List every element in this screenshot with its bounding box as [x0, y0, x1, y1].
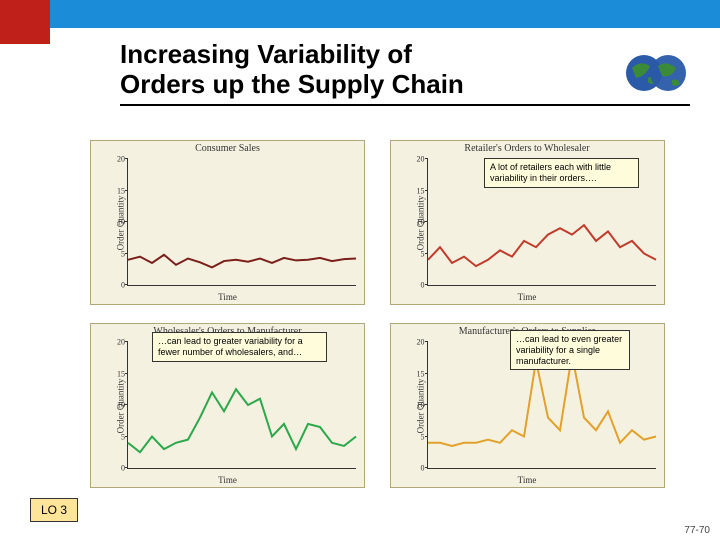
y-tick-label: 0 — [421, 464, 428, 473]
chart-title: Consumer Sales — [91, 143, 364, 154]
y-tick-label: 20 — [117, 155, 128, 164]
title-line-2: Orders up the Supply Chain — [120, 69, 464, 99]
x-axis-label: Time — [91, 475, 364, 485]
plot-area: 05101520 — [127, 159, 356, 286]
chart-consumer-sales: Consumer Sales Order Quantity Time 05101… — [90, 140, 365, 305]
y-tick-label: 0 — [421, 281, 428, 290]
lo-badge: LO 3 — [30, 498, 78, 522]
y-tick-label: 5 — [421, 432, 428, 441]
x-axis-label: Time — [391, 475, 664, 485]
y-tick-label: 0 — [121, 464, 128, 473]
y-tick-label: 10 — [117, 401, 128, 410]
annotation-bottom-left: …can lead to greater variability for a f… — [152, 332, 327, 362]
chart-title: Retailer's Orders to Wholesaler — [391, 143, 664, 154]
series-line — [128, 159, 356, 285]
annotation-top-right: A lot of retailers each with little vari… — [484, 158, 639, 188]
y-tick-label: 5 — [121, 432, 128, 441]
slide-title-region: Increasing Variability of Orders up the … — [120, 40, 690, 106]
x-axis-label: Time — [391, 292, 664, 302]
y-tick-label: 10 — [117, 218, 128, 227]
y-tick-label: 20 — [117, 338, 128, 347]
y-tick-label: 15 — [117, 186, 128, 195]
title-rule — [120, 104, 690, 106]
annotation-bottom-right: …can lead to even greater variability fo… — [510, 330, 630, 370]
y-tick-label: 0 — [121, 281, 128, 290]
top-band — [0, 0, 720, 28]
y-tick-label: 5 — [421, 249, 428, 258]
y-tick-label: 20 — [417, 338, 428, 347]
y-tick-label: 15 — [417, 369, 428, 378]
red-accent-block — [0, 0, 50, 44]
y-tick-label: 5 — [121, 249, 128, 258]
title-line-1: Increasing Variability of — [120, 39, 412, 69]
y-tick-label: 10 — [417, 218, 428, 227]
y-tick-label: 20 — [417, 155, 428, 164]
page-title: Increasing Variability of Orders up the … — [120, 40, 690, 100]
y-tick-label: 10 — [417, 401, 428, 410]
y-tick-label: 15 — [417, 186, 428, 195]
x-axis-label: Time — [91, 292, 364, 302]
y-tick-label: 15 — [117, 369, 128, 378]
page-number: 77-70 — [684, 525, 710, 536]
charts-grid: Consumer Sales Order Quantity Time 05101… — [90, 140, 665, 488]
